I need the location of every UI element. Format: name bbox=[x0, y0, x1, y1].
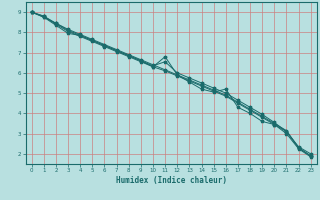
X-axis label: Humidex (Indice chaleur): Humidex (Indice chaleur) bbox=[116, 176, 227, 185]
